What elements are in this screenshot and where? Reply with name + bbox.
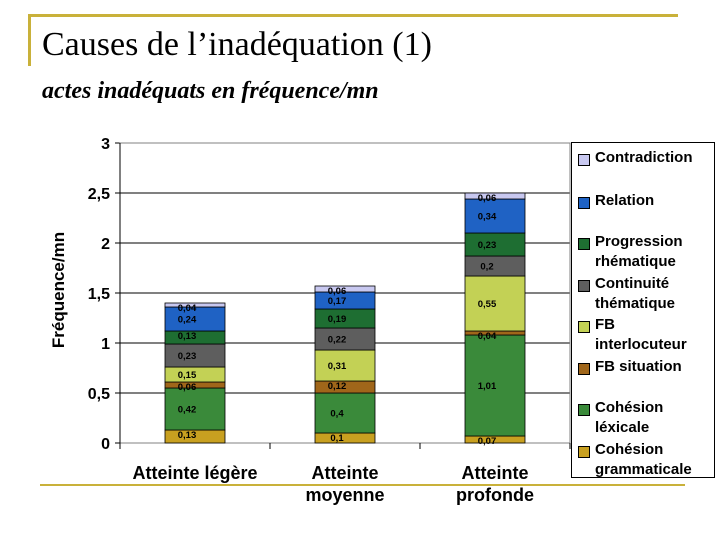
bar-segment [464,334,526,437]
data-label: 0,23 [478,240,497,251]
legend-label: Progression rhématique [595,232,713,272]
y-tick-label: 3 [101,136,110,153]
legend-label-line: Relation [595,192,655,209]
bar-segment [314,432,376,444]
legend-swatch [578,154,590,166]
data-label: 0,19 [328,314,347,325]
y-tick-label: 1 [101,336,110,353]
legend-swatch [578,321,590,333]
legend-label: FB interlocuteur [595,315,713,355]
y-tick-label: 0 [101,436,110,453]
legend-label-line: Cohésion [595,441,664,458]
data-label: 0,1 [330,433,344,444]
legend-label: Contradiction [595,148,713,168]
data-label: 0,24 [178,315,197,326]
legend-swatch [578,197,590,209]
y-axis-title: Fréquence/mn [49,231,68,349]
bar-segment [164,387,226,431]
data-label: 0,31 [328,361,347,372]
bar-segment [314,285,376,293]
y-tick-label: 2 [101,236,110,253]
y-tick-label: 0,5 [88,386,110,403]
chart-legend: Contradiction Relation Progression rhématiq… [571,142,715,478]
bar-segment [314,392,376,434]
bar-segment [464,198,526,234]
legend-label: FB situation [595,357,713,377]
bar-segment [464,255,526,277]
legend-label-line: rhématique [595,253,676,270]
legend-label-line: FB situation [595,358,682,375]
legend-label: Continuité thématique [595,274,713,314]
data-label: 0,23 [178,351,197,362]
legend-swatch [578,280,590,292]
legend-swatch [578,446,590,458]
legend-label: Cohésion grammaticale [595,440,713,480]
legend-swatch [578,404,590,416]
legend-swatch [578,238,590,250]
legend-label-line: Contradiction [595,149,693,166]
legend-label-line: Progression [595,233,683,250]
data-label: 0,55 [478,299,497,310]
data-label: 0,06 [328,286,347,297]
legend-label: Relation [595,191,713,211]
data-label: 0,12 [328,381,347,392]
data-label: 0,17 [328,296,347,307]
bar-segment [464,275,526,332]
x-tick-label: moyenne [305,485,384,505]
slide-title: Causes de l’inadéquation (1) [42,26,432,63]
legend-label-line: grammaticale [595,461,692,478]
legend-label-line: Continuité [595,275,670,292]
x-tick-label: Atteinte légère [132,463,257,483]
slide-subtitle: actes inadéquats en fréquence/mn [42,78,379,104]
data-label: 0,42 [178,405,197,416]
data-label: 0,13 [178,430,197,441]
title-accent-bar [28,14,31,66]
data-label: 1,01 [478,381,497,392]
data-label: 0,4 [330,409,344,420]
data-label: 0,34 [478,212,497,223]
bar-segment [314,349,376,382]
bar-segment [164,306,226,332]
legend-label-line: FB [595,316,615,333]
legend-label-line: léxicale [595,419,650,436]
y-tick-label: 2,5 [88,186,110,203]
data-label: 0,04 [478,331,497,342]
legend-label: Cohésion léxicale [595,398,713,438]
x-tick-label: Atteinte [462,463,529,483]
title-accent-line [28,14,678,17]
legend-label-line: interlocuteur [595,336,687,353]
footer-accent-line [40,484,685,486]
legend-swatch [578,363,590,375]
data-label: 0,2 [480,262,493,273]
legend-label-line: Cohésion [595,399,664,416]
data-label: 0,22 [328,335,347,346]
bar-segment [464,192,526,200]
data-label: 0,15 [178,370,197,381]
data-label: 0,04 [178,303,197,314]
x-tick-label: profonde [456,485,534,505]
legend-label-line: thématique [595,295,676,312]
data-label: 0,06 [178,382,197,393]
data-label: 0,06 [478,193,497,204]
data-label: 0,13 [178,331,197,342]
x-tick-label: Atteinte [312,463,379,483]
data-label: 0,07 [478,436,497,447]
bar-segment [164,302,226,308]
y-tick-label: 1,5 [88,286,110,303]
